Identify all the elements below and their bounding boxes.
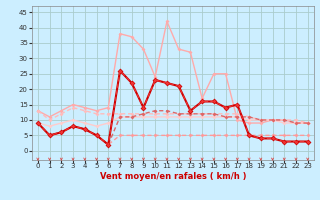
X-axis label: Vent moyen/en rafales ( km/h ): Vent moyen/en rafales ( km/h ) — [100, 172, 246, 181]
